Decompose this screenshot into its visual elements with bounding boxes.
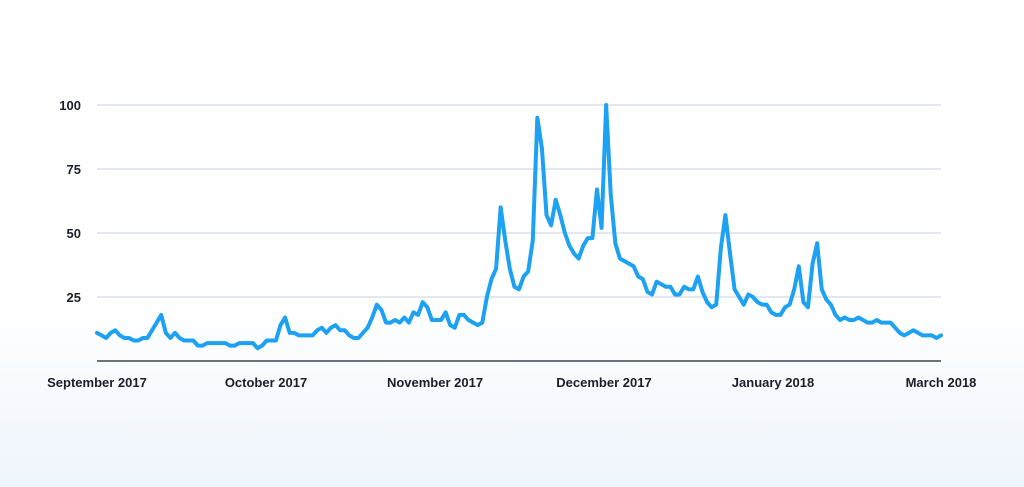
y-tick-label: 50 [67,226,81,241]
x-tick-label: November 2017 [387,375,483,390]
x-tick-label: March 2018 [906,375,977,390]
x-tick-label: October 2017 [225,375,307,390]
y-tick-label: 75 [67,162,81,177]
x-tick-label: December 2017 [556,375,651,390]
series-line-0 [95,103,943,351]
x-axis-ticks: September 2017 October 2017 November 2017 D… [47,375,976,390]
y-tick-label: 100 [59,98,81,113]
x-tick-label: September 2017 [47,375,147,390]
series-group [95,103,943,351]
y-tick-label: 25 [67,290,81,305]
gridlines [97,104,941,298]
y-axis-ticks: 25 50 75 100 [59,98,81,305]
x-tick-label: January 2018 [732,375,814,390]
